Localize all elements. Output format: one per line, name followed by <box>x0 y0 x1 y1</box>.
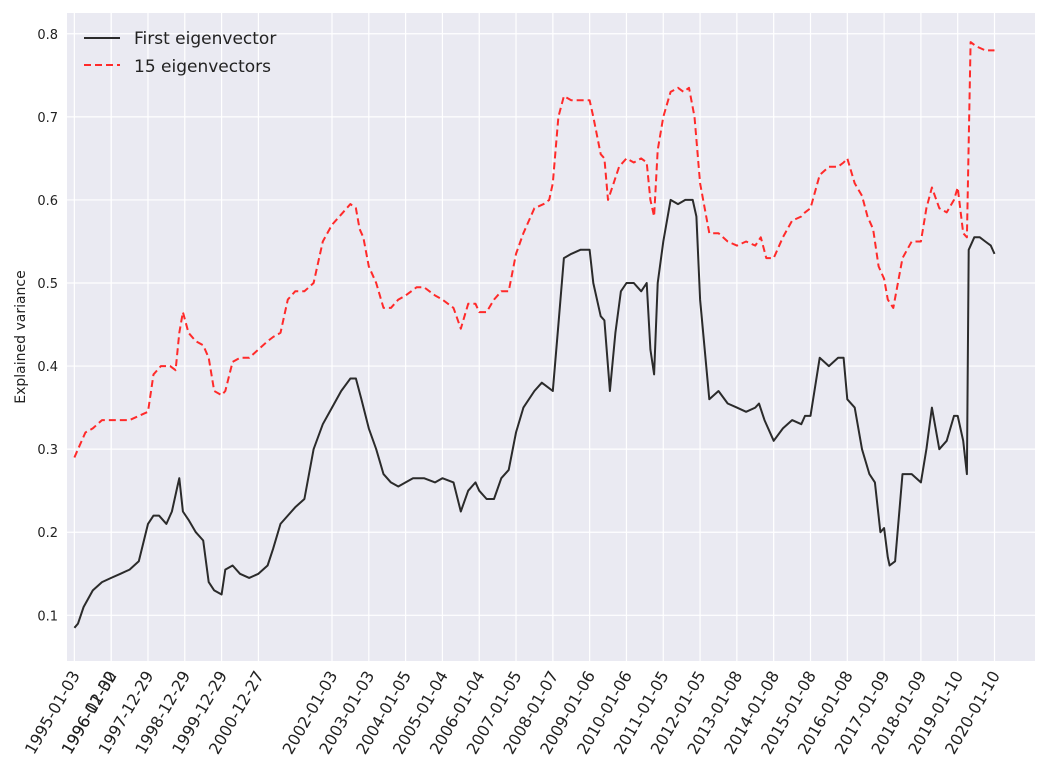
x-tick-labels: 1995-01-031996-01-021996-12-301997-12-29… <box>21 668 1004 758</box>
y-tick-label: 0.4 <box>37 360 58 375</box>
y-tick-label: 0.6 <box>37 194 58 209</box>
y-tick-label: 0.3 <box>37 443 58 458</box>
y-tick-label: 0.2 <box>37 526 58 541</box>
legend-label-first-eigenvector: First eigenvector <box>134 29 276 49</box>
y-axis-label: Explained variance <box>13 270 29 403</box>
y-tick-label: 0.5 <box>37 277 58 292</box>
series-line-first-eigenvector <box>73 198 996 629</box>
y-tick-label: 0.8 <box>37 28 58 43</box>
y-tick-label: 0.7 <box>37 111 58 126</box>
x-gridlines <box>73 13 996 661</box>
plot-background <box>67 13 1035 661</box>
legend-label-15-eigenvectors: 15 eigenvectors <box>134 57 271 77</box>
y-tick-labels: 0.1 0.2 0.3 0.4 0.5 0.6 0.7 0.8 <box>37 28 58 625</box>
series-layer <box>73 41 996 629</box>
y-gridlines <box>67 33 1035 616</box>
series-line-15-eigenvectors <box>73 41 995 458</box>
y-tick-label: 0.1 <box>37 609 58 624</box>
legend: First eigenvector 15 eigenvectors <box>84 29 276 77</box>
